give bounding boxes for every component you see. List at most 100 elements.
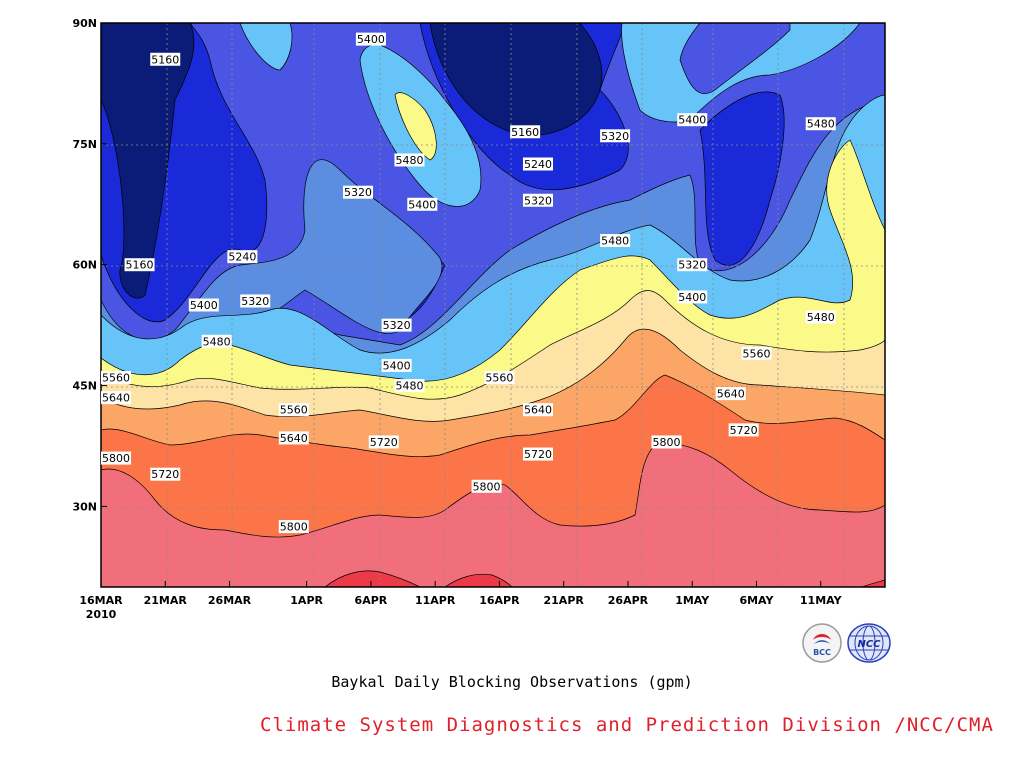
contour-label-background xyxy=(805,310,836,324)
x-tick-label: 21APR xyxy=(544,594,585,607)
x-tick-label: 16MAR xyxy=(79,594,123,607)
contour-fills xyxy=(101,23,885,587)
contour-label-text: 5400 xyxy=(678,114,706,127)
contour-label: 5480 xyxy=(201,334,232,348)
contour-label-text: 5480 xyxy=(807,118,835,131)
contour-label-text: 5480 xyxy=(395,380,423,393)
contour-label: 5640 xyxy=(715,387,746,401)
contour-label-background xyxy=(522,157,553,171)
contour-label-background xyxy=(240,294,271,308)
contour-label: 5560 xyxy=(278,403,309,417)
contour-label: 5720 xyxy=(728,423,759,437)
contour-label-background xyxy=(227,250,258,264)
contour-label-background xyxy=(600,129,631,143)
fill-level-5720 xyxy=(101,23,885,587)
bcc-logo: BCC xyxy=(802,623,842,663)
contour-label-text: 5160 xyxy=(126,259,154,272)
contour-label-text: 5320 xyxy=(601,130,629,143)
contour-label: 5480 xyxy=(805,117,836,131)
contour-label-background xyxy=(355,32,386,46)
contour-label-background xyxy=(394,153,425,167)
contour-label-background xyxy=(101,391,131,405)
contour-label-text: 5480 xyxy=(395,154,423,167)
contour-label: 5480 xyxy=(394,379,425,393)
contour-label-background xyxy=(343,185,374,199)
ncc-logo-text: NCC xyxy=(857,639,881,650)
x-tick-label: 26APR xyxy=(608,594,649,607)
x-tick-label: 26MAR xyxy=(208,594,252,607)
contour-label-text: 5560 xyxy=(102,372,130,385)
contour-label-text: 5320 xyxy=(344,186,372,199)
contour-label-background xyxy=(407,197,438,211)
contour-label-text: 5320 xyxy=(678,259,706,272)
x-tick-label: 16APR xyxy=(479,594,520,607)
contour-label-background xyxy=(741,346,772,360)
contour-label-background xyxy=(188,298,219,312)
contour-label-text: 5640 xyxy=(280,432,308,445)
contour-label: 5640 xyxy=(522,403,553,417)
x-tick-label: 6MAY xyxy=(739,594,774,607)
contour-label-text: 5160 xyxy=(151,53,179,66)
contour-label: 5720 xyxy=(150,467,181,481)
contour-label: 5400 xyxy=(407,197,438,211)
contour-label: 5400 xyxy=(381,358,412,372)
contour-label-text: 5320 xyxy=(524,194,552,207)
x-tick-label: 1MAY xyxy=(675,594,710,607)
y-tick-label: 60N xyxy=(72,259,97,272)
contour-label-background xyxy=(677,258,708,272)
contour-label-text: 5720 xyxy=(370,436,398,449)
contour-label-background xyxy=(381,358,412,372)
contour-label-text: 5160 xyxy=(511,126,539,139)
contour-label-text: 5240 xyxy=(228,251,256,264)
contour-label: 5720 xyxy=(368,435,399,449)
contour-label-text: 5320 xyxy=(383,319,411,332)
contour-label: 5480 xyxy=(600,234,631,248)
contour-label-text: 5800 xyxy=(102,452,130,465)
x-tick-label: 11MAY xyxy=(800,594,843,607)
contour-label-text: 5480 xyxy=(601,235,629,248)
fill-level-5800 xyxy=(101,23,885,587)
contour-label: 5800 xyxy=(651,435,682,449)
plot-frame xyxy=(100,22,886,588)
contour-label: 5400 xyxy=(677,290,708,304)
contour-label-background xyxy=(124,258,155,272)
contour-label-text: 5800 xyxy=(280,521,308,534)
contour-label-background xyxy=(715,387,746,401)
contour-label-background xyxy=(600,234,631,248)
contour-label-text: 5400 xyxy=(357,33,385,46)
x-tick-label: 11APR xyxy=(415,594,456,607)
contour-label: 5320 xyxy=(600,129,631,143)
x-tick-label: 21MAR xyxy=(144,594,188,607)
contour-label: 5640 xyxy=(101,391,131,405)
contour-label-text: 5800 xyxy=(473,480,501,493)
footer-credit: Climate System Diagnostics and Predictio… xyxy=(260,714,994,736)
contour-label: 5560 xyxy=(101,371,131,385)
contour-label-background xyxy=(484,371,515,385)
contour-label-background xyxy=(677,290,708,304)
contour-label-background xyxy=(522,403,553,417)
y-tick-label: 45N xyxy=(72,380,97,393)
contour-label-background xyxy=(278,431,309,445)
contour-label: 5800 xyxy=(278,520,309,534)
contour-label-background xyxy=(394,379,425,393)
chart-title: Baykal Daily Blocking Observations (gpm) xyxy=(331,673,693,691)
contour-label-background xyxy=(522,193,553,207)
contour-label-background xyxy=(677,113,708,127)
contour-label: 5800 xyxy=(101,451,131,465)
contour-label: 5320 xyxy=(240,294,271,308)
contour-label: 5320 xyxy=(381,318,412,332)
contour-label-background xyxy=(471,479,502,493)
contour-label: 5560 xyxy=(484,371,515,385)
contour-label-text: 5400 xyxy=(190,299,218,312)
x-tick-label: 1APR xyxy=(290,594,323,607)
contour-label-text: 5640 xyxy=(717,388,745,401)
contour-label-text: 5400 xyxy=(408,198,436,211)
contour-label-text: 5800 xyxy=(653,436,681,449)
contour-label: 5400 xyxy=(188,298,219,312)
contour-label: 5160 xyxy=(124,258,155,272)
contour-label: 5240 xyxy=(522,157,553,171)
contour-label-background xyxy=(381,318,412,332)
fill-level-above-5880 xyxy=(324,570,885,587)
contour-label-text: 5720 xyxy=(524,448,552,461)
